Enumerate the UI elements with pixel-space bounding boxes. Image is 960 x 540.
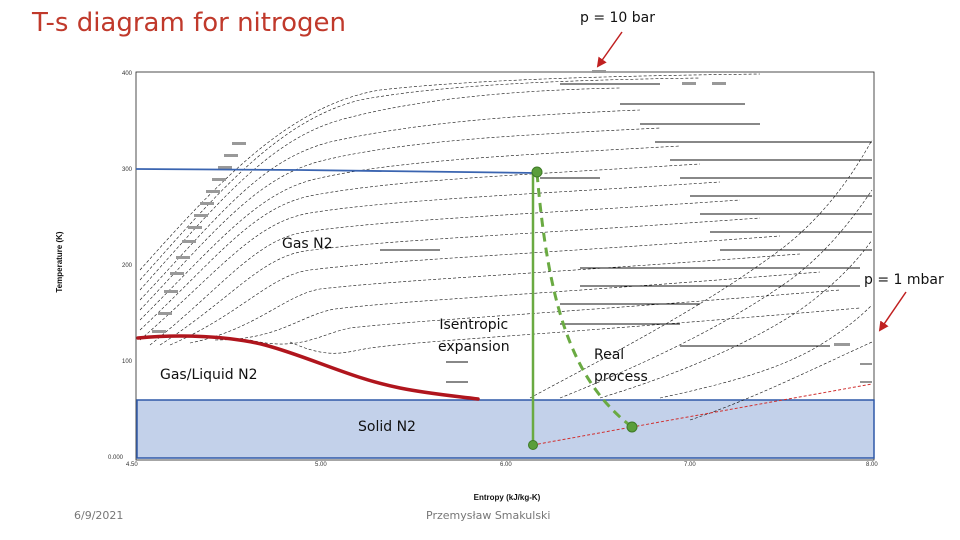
isobar-label-mark (682, 82, 696, 85)
y-tick-label: 100 (122, 359, 133, 365)
isobar-label-mark (152, 330, 166, 333)
isobar-line (139, 109, 641, 301)
isentropic-expansion-label-line: Isentropic (439, 317, 509, 333)
low-pressure-label: p = 1 mbar (864, 272, 944, 288)
isobar-line (214, 271, 821, 341)
state-point-icon (626, 421, 638, 433)
isobar-line (139, 73, 761, 271)
real-process-curve (535, 172, 633, 429)
isobar-label-marks (152, 70, 850, 346)
isobar-line (139, 127, 661, 311)
isobar-label-mark (200, 202, 214, 205)
x-tick-label: 6.00 (500, 462, 512, 468)
isobar-line (139, 145, 681, 321)
state-point-icon (528, 440, 538, 450)
isobar-label-mark (712, 82, 726, 85)
x-tick-label: 4.50 (126, 462, 138, 468)
isobar-label-mark (188, 226, 202, 229)
isobar-line (529, 139, 873, 399)
footer-date: 6/9/2021 (74, 509, 124, 522)
real-process-label-line: Real (594, 347, 625, 363)
solid-region-label: Solid N2 (358, 419, 416, 435)
isobar-line (139, 77, 701, 281)
isobar-line (149, 199, 741, 346)
footer-author: Przemysław Smakulski (426, 509, 551, 522)
x-axis-label: Entropy (kJ/kg-K) (474, 493, 541, 502)
isobar-label-mark (206, 190, 220, 193)
solid-region (136, 399, 875, 459)
isobar-label-mark (218, 166, 232, 169)
y-tick-label: 300 (122, 167, 133, 173)
y-axis-label: Temperature (K) (55, 231, 64, 293)
plot-frame (135, 71, 875, 461)
isobar-label-mark (170, 272, 184, 275)
isobar-label-mark (158, 312, 172, 315)
isobar-label-mark (592, 70, 606, 73)
x-tick-label: 8.00 (866, 462, 878, 468)
isobar-line (189, 253, 801, 344)
isobar-label-mark (164, 290, 178, 293)
isobar-line (659, 304, 873, 399)
y-tick-label: 200 (122, 263, 133, 269)
x-tick-label: 5.00 (315, 462, 327, 468)
gas-region-label: Gas N2 (282, 236, 333, 252)
isobar-line (139, 163, 701, 331)
real-process-label-line: process (594, 369, 648, 385)
x-tick-label: 7.00 (684, 462, 696, 468)
isobar-label-mark (224, 154, 238, 157)
real-process-label: Real process (594, 344, 648, 388)
isobar-line (159, 217, 761, 346)
isobar-label-mark (182, 240, 196, 243)
isentropic-expansion-label: Isentropic expansion (438, 314, 510, 358)
page-title: T-s diagram for nitrogen (32, 8, 346, 38)
y-tick-label: 0.000 (108, 455, 124, 461)
isotherm-segments (380, 83, 872, 383)
high-pressure-label: p = 10 bar (580, 10, 656, 26)
isobar-line (169, 235, 781, 346)
isobar-label-mark (834, 343, 850, 346)
y-tick-label: 400 (122, 71, 133, 77)
arrow-icon (878, 291, 907, 332)
isobar-label-mark (212, 178, 226, 181)
state-point-icon (531, 166, 543, 178)
isobar-line (249, 289, 841, 345)
isobar-label-mark (176, 256, 190, 259)
isentropic-expansion-label-line: expansion (438, 339, 510, 355)
saturation-curve (136, 334, 480, 401)
isobar-label-mark (194, 214, 208, 217)
isobar-line (559, 189, 873, 399)
initial-temperature-line (135, 168, 538, 174)
isobar-line (139, 181, 721, 341)
isobar-label-mark (232, 142, 246, 145)
isobar-line (289, 307, 861, 354)
gas-liquid-region-label: Gas/Liquid N2 (160, 367, 258, 383)
arrow-icon (596, 31, 623, 68)
